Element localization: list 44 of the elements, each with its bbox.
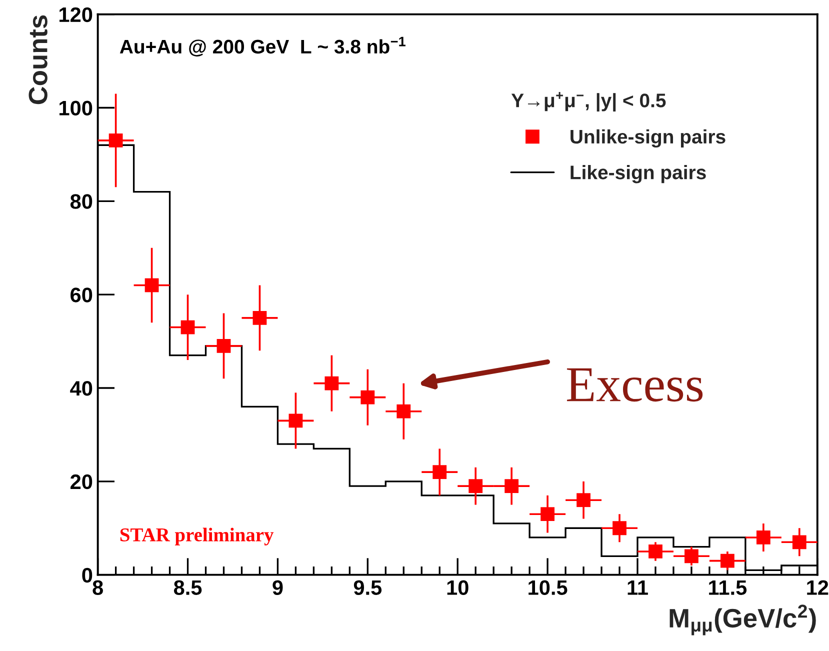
x-tick-label: 8 [92, 580, 103, 595]
point [648, 544, 662, 558]
x-tick-label: 10.5 [528, 580, 568, 595]
y-tick-label: 80 [70, 194, 92, 209]
point [468, 479, 483, 494]
annotation: Excess [566, 368, 703, 402]
x-tick-label: 11.5 [709, 580, 747, 595]
y-axis-title: Counts [28, 15, 48, 104]
annotation: STAR preliminary [120, 528, 274, 546]
x-tick-label: 12 [807, 580, 828, 595]
point [324, 376, 339, 390]
point [756, 530, 770, 544]
y-tick-label: 120 [60, 7, 92, 22]
legend-title: Υ→μ$^{+}$μ$^{−}$, |y| < 0.5 [511, 92, 666, 112]
point [108, 133, 123, 148]
point [792, 535, 806, 550]
point [504, 479, 519, 494]
x-tick-label: 11 [628, 580, 648, 595]
point [288, 414, 303, 428]
point [396, 404, 411, 418]
point [144, 278, 159, 292]
legend-label: Like-sign pairs [570, 165, 706, 184]
point [720, 554, 734, 568]
y-tick-label: 60 [70, 288, 92, 302]
y-tick-label: 0 [82, 568, 92, 583]
point [216, 339, 231, 353]
point [360, 390, 375, 404]
x-tick-label: 8.5 [174, 580, 202, 595]
point [252, 310, 267, 325]
y-tick-label: 40 [70, 380, 92, 396]
x-tick-label: 9 [272, 580, 283, 595]
point [432, 465, 447, 480]
point [576, 493, 590, 508]
point [612, 521, 626, 536]
x-axis-title: M$_{μμ}$(GeV/c$^{2}$) [670, 604, 816, 636]
annotation: Au+Au @ 200 GeV L ~ 3.8 nb$^{−1}$ [120, 36, 406, 56]
x-tick-label: 9.5 [354, 580, 382, 595]
point [684, 549, 698, 564]
x-tick-label: 10 [447, 580, 468, 595]
point [180, 320, 195, 334]
y-tick-label: 20 [70, 474, 92, 490]
legend-label: Unlike-sign pairs [570, 129, 726, 148]
y-tick-label: 100 [60, 100, 92, 116]
point [540, 507, 554, 522]
